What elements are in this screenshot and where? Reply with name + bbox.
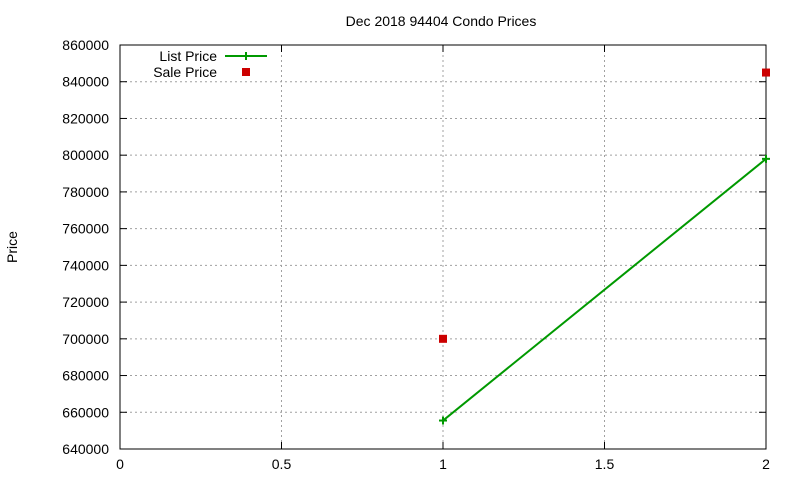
y-tick-label: 640000	[62, 441, 109, 457]
legend-label: List Price	[159, 48, 217, 64]
legend-entry: Sale Price	[153, 64, 250, 80]
x-tick-label: 1.5	[595, 456, 615, 472]
data-point	[439, 416, 447, 425]
y-tick-label: 800000	[62, 147, 109, 163]
x-tick-label: 1	[439, 456, 447, 472]
series-line	[442, 158, 767, 422]
x-tick-label: 0	[116, 456, 124, 472]
y-tick-label: 700000	[62, 331, 109, 347]
x-tick-labels: 0 0.5 1 1.5 2	[116, 456, 770, 472]
y-tick-label: 720000	[62, 294, 109, 310]
y-tick-label: 820000	[62, 110, 109, 126]
y-tick-label: 660000	[62, 404, 109, 420]
y-tick-label: 840000	[62, 74, 109, 90]
y-axis-label: Price	[4, 231, 20, 263]
y-tick-label: 680000	[62, 368, 109, 384]
x-tick-label: 0.5	[272, 456, 292, 472]
legend-marker	[242, 52, 250, 60]
series-layer	[439, 68, 770, 425]
chart-title: Dec 2018 94404 Condo Prices	[346, 13, 537, 29]
data-point	[439, 334, 447, 343]
data-point	[762, 154, 770, 163]
series-sale-price	[439, 68, 770, 343]
x-tick-label: 2	[762, 456, 770, 472]
y-tick-label: 760000	[62, 221, 109, 237]
legend-label: Sale Price	[153, 64, 217, 80]
y-tick-label: 740000	[62, 257, 109, 273]
y-tick-label: 860000	[62, 37, 109, 53]
legend-marker	[242, 68, 250, 76]
y-tick-labels: 640000 660000 680000 700000 720000 740000 7600…	[62, 37, 109, 457]
y-tick-label: 780000	[62, 184, 109, 200]
grid-layer	[120, 45, 766, 449]
tick-marks	[119, 44, 767, 450]
series-list-price	[439, 154, 770, 425]
data-point	[762, 68, 770, 77]
legend-entry: List Price	[159, 48, 267, 64]
